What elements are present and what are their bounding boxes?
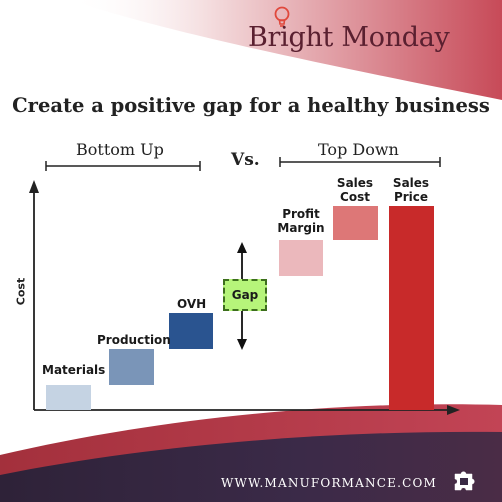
- ovh-bar: [169, 313, 213, 349]
- puzzle-icon: [454, 471, 475, 491]
- sales-price-label: Sales Price: [387, 176, 435, 204]
- materials-label: Materials: [42, 363, 106, 377]
- y-axis: [29, 180, 39, 410]
- brand-name: Bright Monday: [248, 22, 450, 53]
- bottom-up-bracket: [45, 161, 201, 171]
- production-bar: [109, 349, 154, 385]
- lightbulb-icon: [274, 6, 290, 27]
- sales-price-bar: [389, 206, 434, 410]
- ovh-label: OVH: [177, 297, 207, 311]
- x-axis: [34, 405, 460, 415]
- sales-cost-label-line2: Cost: [340, 190, 370, 204]
- sales-cost-label: Sales Cost: [331, 176, 379, 204]
- sales-price-label-line1: Sales: [392, 176, 430, 190]
- footer-website-link[interactable]: WWW.MANUFORMANCE.COM: [221, 476, 437, 490]
- sales-price-label-line2: Price: [393, 190, 429, 204]
- sales-cost-label-line1: Sales: [336, 176, 374, 190]
- profit-margin-label-line2: Margin: [277, 221, 325, 235]
- materials-bar: [46, 385, 91, 410]
- y-axis-label: Cost: [14, 277, 28, 306]
- profit-margin-label: Profit Margin: [275, 207, 327, 235]
- sales-cost-bar: [333, 206, 378, 240]
- page-title: Create a positive gap for a healthy busi…: [12, 94, 490, 117]
- gap-box: Gap: [223, 279, 267, 311]
- gap-label: Gap: [231, 288, 259, 302]
- bottom-wave: [0, 431, 502, 502]
- profit-margin-bar: [279, 240, 323, 276]
- header-bottom-up: Bottom Up: [76, 140, 164, 159]
- header-top-down: Top Down: [318, 140, 399, 159]
- header-versus: Vs.: [231, 150, 260, 170]
- production-label: Production: [97, 333, 171, 347]
- profit-margin-label-line1: Profit: [282, 207, 320, 221]
- top-down-bracket: [279, 157, 441, 167]
- top-wave: [70, 0, 502, 100]
